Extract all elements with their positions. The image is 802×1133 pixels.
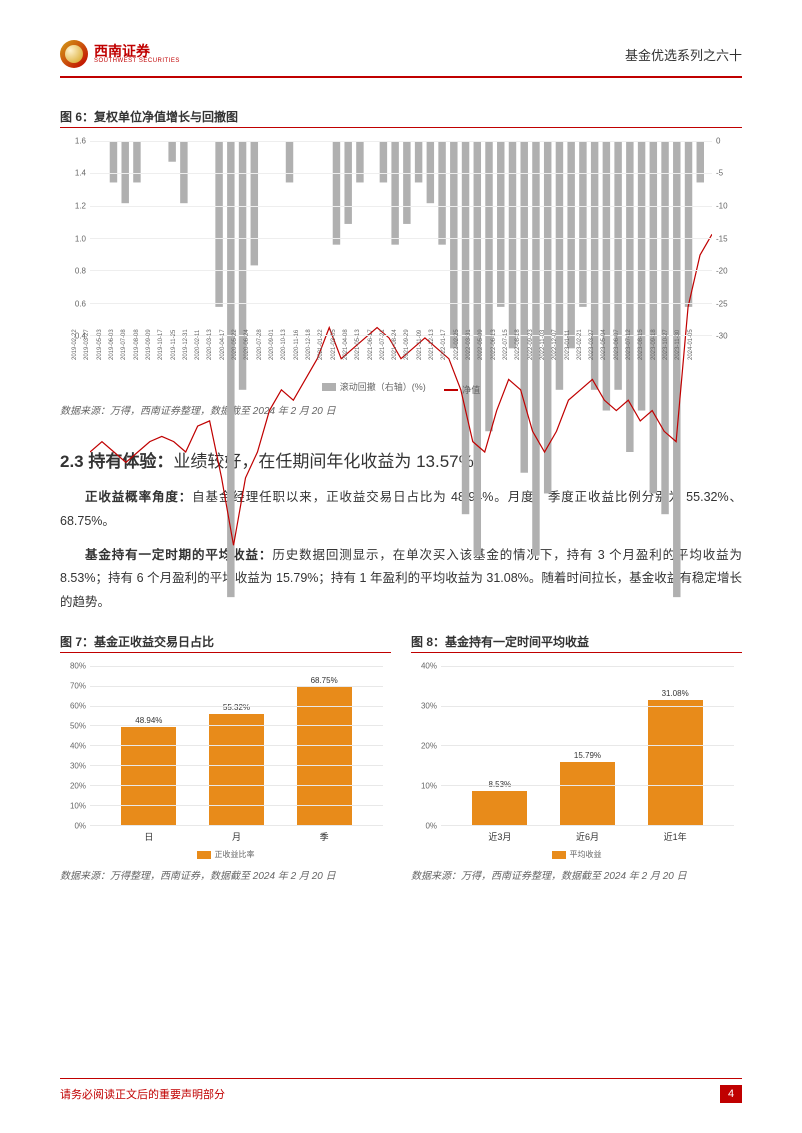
bar-value-label: 15.79%: [574, 751, 601, 760]
logo-icon: [60, 40, 88, 68]
fig6-plot: [90, 141, 712, 336]
section-num: 2.3: [60, 452, 88, 471]
logo-cn: 西南证券: [94, 44, 180, 58]
header-series-title: 基金优选系列之六十: [625, 45, 742, 64]
fig8-source: 数据来源：万得，西南证券整理，数据截至 2024 年 2 月 20 日: [411, 867, 742, 882]
fig7-plot: 48.94% 55.32% 68.75%: [90, 666, 383, 826]
fig7-legend: 正收益比率: [60, 849, 391, 861]
logo: 西南证券 SOUTHWEST SECURITIES: [60, 40, 180, 68]
fig6-legend: 滚动回撤（右轴）(%) 净值: [60, 380, 742, 396]
legend-drawdown-label: 滚动回撤（右轴）(%): [340, 380, 426, 393]
fig6-underline: [60, 127, 742, 128]
footer-disclaimer: 请务必阅读正文后的重要声明部分: [60, 1086, 225, 1102]
bar: [121, 727, 176, 825]
legend-nav-label: 净值: [462, 383, 480, 396]
fig6-y-left: 1.61.41.21.00.80.60.4: [60, 141, 88, 336]
bar: [648, 700, 703, 824]
bar: [209, 714, 264, 825]
fig7-legend-swatch: [197, 851, 211, 859]
page-number: 4: [720, 1085, 742, 1103]
fig6-y-right: 0-5-10-15-20-25-30: [714, 141, 742, 336]
fig6-x-labels: 2019-02-222019-03-272019-05-032019-06-03…: [90, 336, 712, 378]
fig6-chart: 1.61.41.21.00.80.60.4 0-5-10-15-20-25-30…: [60, 136, 742, 396]
fig7-y-axis: 80%70%60%50%40%30%20%10%0%: [60, 666, 88, 826]
fig7-col: 图 7：基金正收益交易日占比 80%70%60%50%40%30%20%10%0…: [60, 633, 391, 882]
bar: [560, 762, 615, 825]
bar: [472, 791, 527, 825]
fig7-source: 数据来源：万得整理，西南证券，数据截至 2024 年 2 月 20 日: [60, 867, 391, 882]
fig8-plot: 8.53%15.79%31.08%: [441, 666, 734, 826]
fig7-chart: 80%70%60%50%40%30%20%10%0% 48.94% 55.32% 6…: [60, 661, 391, 861]
bar-value-label: 48.94%: [135, 716, 162, 725]
page-header: 西南证券 SOUTHWEST SECURITIES 基金优选系列之六十: [60, 40, 742, 78]
fig8-x-axis: 近3月近6月近1年: [441, 830, 734, 843]
bar-value-label: 31.08%: [662, 689, 689, 698]
fig8-y-axis: 40%30%20%10%0%: [411, 666, 439, 826]
fig8-chart: 40%30%20%10%0% 8.53%15.79%31.08% 近3月近6月近…: [411, 661, 742, 861]
fig8-legend: 平均收益: [411, 849, 742, 861]
fig7-legend-label: 正收益比率: [215, 849, 255, 860]
fig6-title: 图 6：复权单位净值增长与回撤图: [60, 108, 742, 125]
legend-nav-swatch: [444, 389, 458, 391]
fig7-x-axis: 日月季: [90, 830, 383, 843]
bar-value-label: 68.75%: [311, 676, 338, 685]
legend-drawdown-swatch: [322, 383, 336, 391]
fig8-col: 图 8：基金持有一定时间平均收益 40%30%20%10%0% 8.53%15.…: [411, 633, 742, 882]
bar-value-label: 55.32%: [223, 703, 250, 712]
fig8-legend-swatch: [552, 851, 566, 859]
page-footer: 请务必阅读正文后的重要声明部分 4: [60, 1078, 742, 1103]
logo-en: SOUTHWEST SECURITIES: [94, 58, 180, 64]
fig8-legend-label: 平均收益: [570, 849, 602, 860]
